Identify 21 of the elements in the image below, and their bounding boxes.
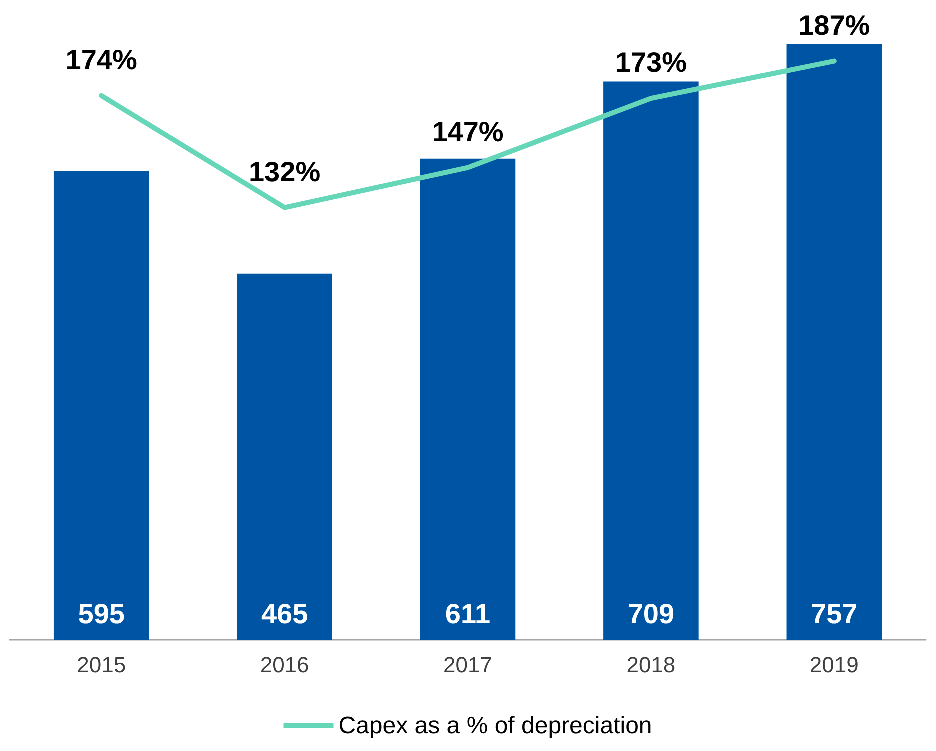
data-label: 709 [628,598,675,630]
bar [54,172,150,640]
data-label: 174% [66,44,138,76]
legend-label: Capex as a % of depreciation [338,712,652,740]
data-label: 132% [248,156,321,188]
bar [604,82,699,640]
x-tick-label: 2018 [626,652,676,678]
bar [786,44,882,640]
bar [420,158,516,640]
data-label: 465 [261,598,308,630]
data-label: 173% [615,47,688,78]
bar [237,274,332,640]
x-tick-label: 2017 [444,652,492,678]
data-label: 595 [78,598,125,630]
data-label: 611 [445,598,491,630]
x-tick-label: 2016 [260,652,310,678]
data-label: 757 [811,598,858,630]
x-tick-label: 2015 [77,652,126,678]
data-label: 187% [798,10,870,41]
data-label: 147% [432,116,504,148]
x-tick-label: 2019 [810,652,859,678]
